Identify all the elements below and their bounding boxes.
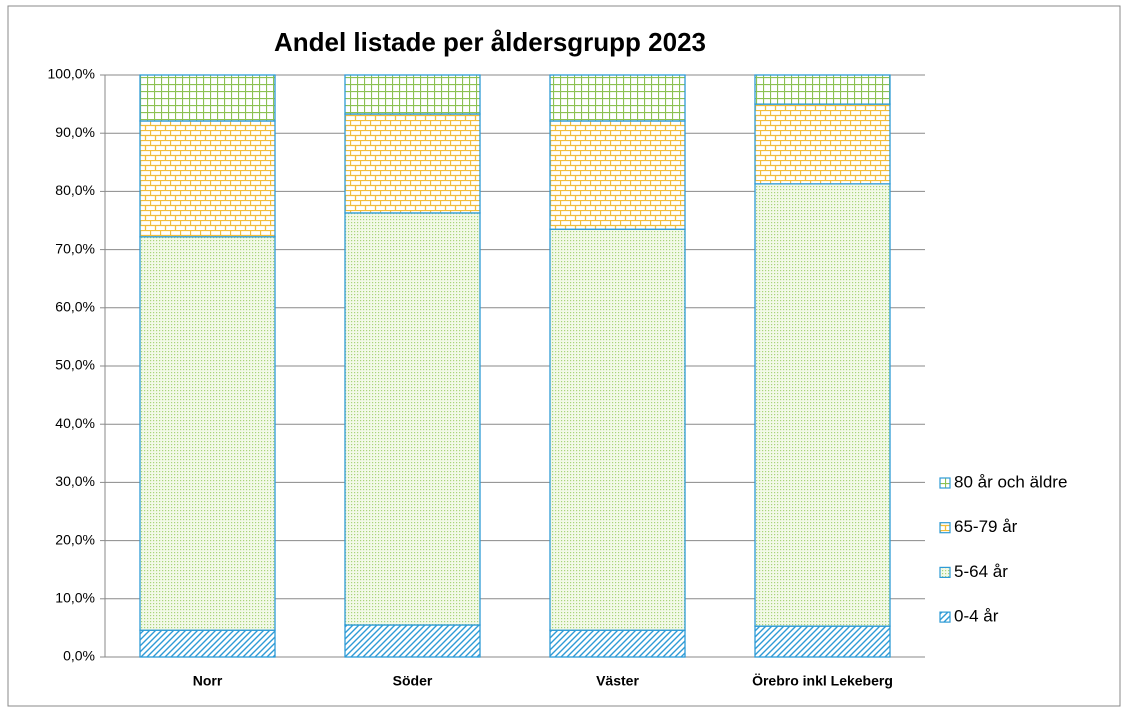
x-tick-label: Örebro inkl Lekeberg [752, 673, 893, 689]
bar-segment [549, 629, 686, 658]
chart-title: Andel listade per åldersgrupp 2023 [274, 27, 706, 57]
y-tick-label: 80,0% [55, 182, 95, 198]
bar-segment [549, 74, 686, 122]
bar-segment [344, 74, 481, 115]
y-tick-label: 60,0% [55, 299, 95, 315]
bar-segment [754, 103, 891, 185]
legend-label: 5-64 år [954, 562, 1008, 581]
bar-segment [139, 120, 276, 238]
y-tick-label: 30,0% [55, 473, 95, 489]
y-tick-label: 90,0% [55, 124, 95, 140]
legend-swatch [939, 566, 951, 579]
legend-swatch [939, 477, 951, 489]
y-tick-label: 20,0% [55, 531, 95, 547]
x-tick-label: Väster [596, 673, 639, 689]
bar-segment [754, 74, 891, 105]
bar-segment [139, 629, 276, 658]
bar-segment [344, 113, 481, 214]
legend-swatch [939, 611, 951, 623]
bar-segment [139, 236, 276, 631]
bar-segment [754, 625, 891, 658]
y-tick-label: 40,0% [55, 415, 95, 431]
x-tick-label: Söder [393, 673, 433, 689]
y-tick-label: 70,0% [55, 240, 95, 256]
y-tick-label: 50,0% [55, 357, 95, 373]
bar-segment [344, 624, 481, 658]
bar-segment [754, 183, 891, 627]
legend-swatch [939, 522, 951, 534]
legend-label: 0-4 år [954, 607, 999, 626]
bar-segment [549, 120, 686, 230]
y-tick-label: 0,0% [63, 648, 95, 664]
x-tick-label: Norr [193, 673, 223, 689]
bar-segment [344, 212, 481, 626]
bar-segment [139, 74, 276, 122]
legend-label: 80 år och äldre [954, 472, 1067, 491]
bar-segment [549, 228, 686, 631]
legend-label: 65-79 år [954, 517, 1018, 536]
y-tick-label: 10,0% [55, 590, 95, 606]
y-tick-label: 100,0% [48, 66, 95, 82]
